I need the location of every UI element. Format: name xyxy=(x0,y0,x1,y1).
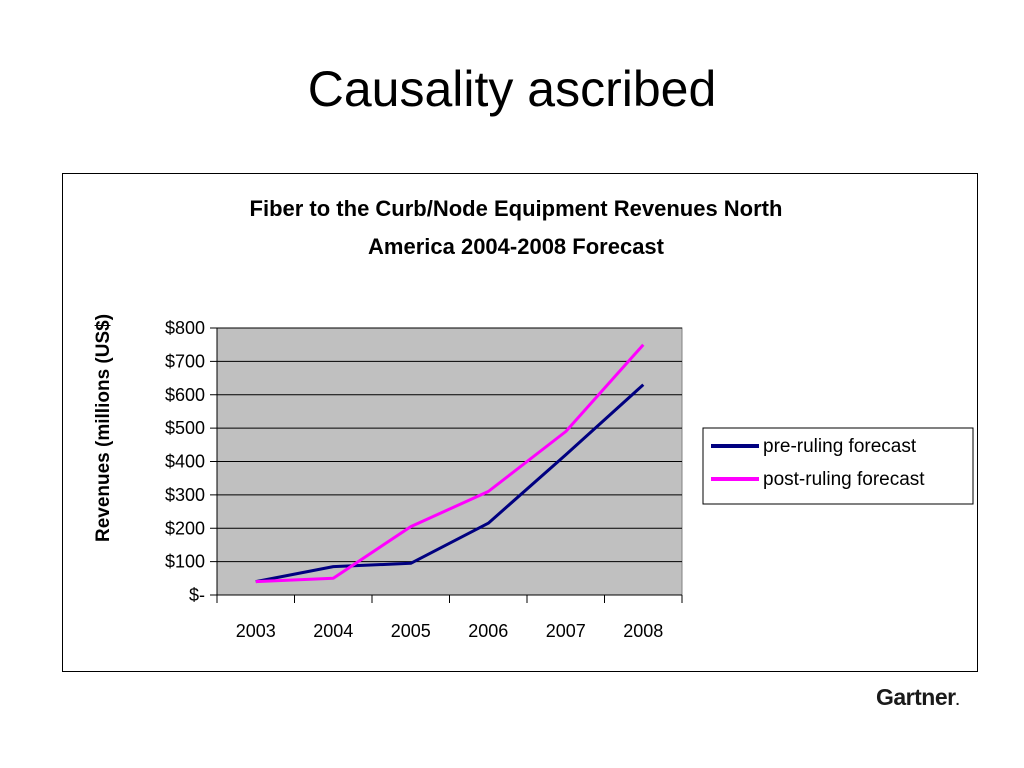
chart-frame: Fiber to the Curb/Node Equipment Revenue… xyxy=(62,173,978,672)
plot-area: $- $100 $200 $300 $400 $500 $600 $700 $800 2003 20… xyxy=(165,318,683,641)
chart-title-line-2: America 2004-2008 Forecast xyxy=(368,234,665,259)
series-line-post-ruling xyxy=(255,343,645,584)
legend-label: pre-ruling forecast xyxy=(763,436,917,457)
legend: pre-ruling forecast post-ruling forecast xyxy=(702,427,974,505)
y-tick-label: $200 xyxy=(165,518,205,538)
y-axis-label: Revenues (millions (US$) xyxy=(93,314,114,542)
line-chart: Fiber to the Curb/Node Equipment Revenue… xyxy=(93,196,974,641)
legend-box xyxy=(702,427,974,505)
chart-title-line-1: Fiber to the Curb/Node Equipment Revenue… xyxy=(250,196,783,221)
series-line-pre-ruling xyxy=(255,383,645,584)
slide-title: Causality ascribed xyxy=(307,61,717,117)
legend-label: post-ruling forecast xyxy=(763,469,925,490)
y-tick-label: $800 xyxy=(165,318,205,338)
gartner-logo: Gartner. xyxy=(876,684,960,710)
x-tick-label: 2008 xyxy=(623,621,663,641)
x-tick-label: 2004 xyxy=(313,621,353,641)
y-tick-label: $700 xyxy=(165,351,205,371)
y-tick-label: $600 xyxy=(165,385,205,405)
x-tick-label: 2005 xyxy=(391,621,431,641)
y-tick-label: $300 xyxy=(165,485,205,505)
y-tick-label: $400 xyxy=(165,452,205,472)
y-tick-label: $- xyxy=(189,585,205,605)
x-tick-label: 2003 xyxy=(236,621,276,641)
y-tick-label: $500 xyxy=(165,418,205,438)
logo-text: Gartner xyxy=(876,684,956,710)
y-tick-label: $100 xyxy=(165,552,205,572)
x-tick-label: 2006 xyxy=(468,621,508,641)
x-tick-label: 2007 xyxy=(546,621,586,641)
